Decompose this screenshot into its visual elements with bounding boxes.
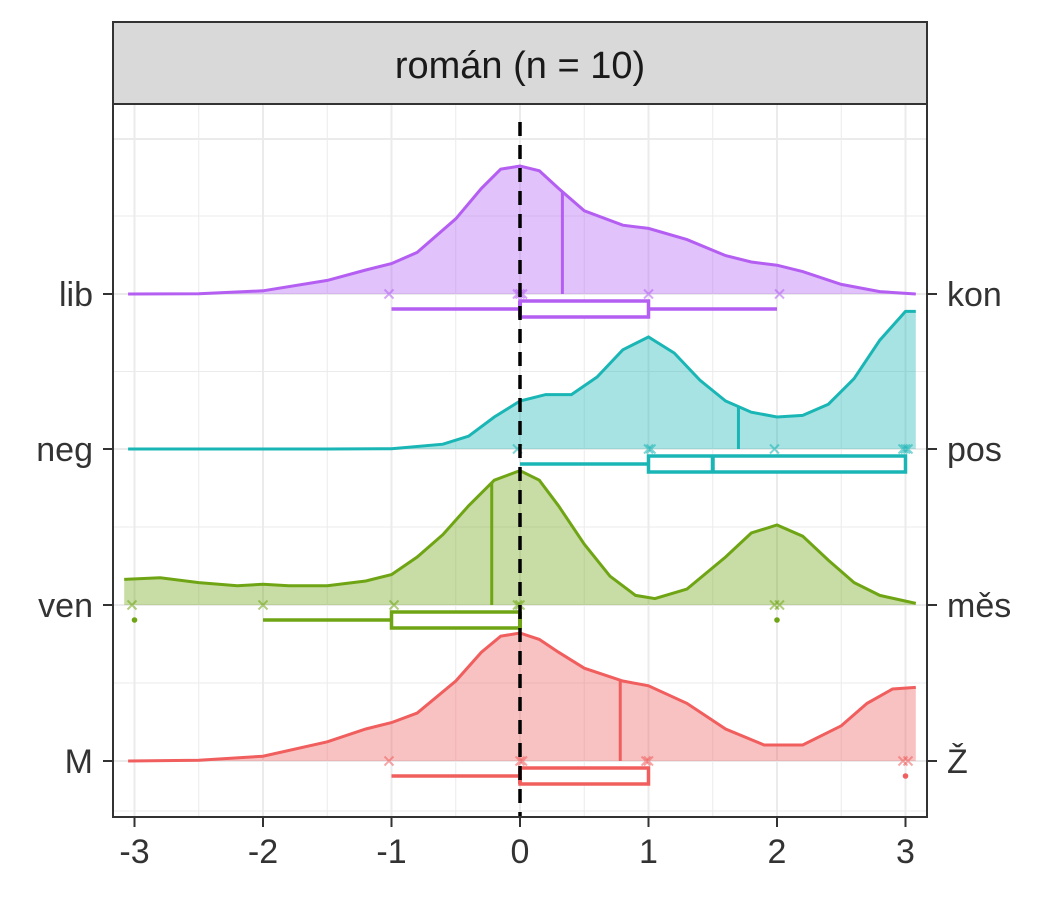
series-M bbox=[128, 631, 916, 786]
data-point bbox=[126, 599, 138, 611]
left-label-lib: lib bbox=[59, 276, 93, 314]
data-point bbox=[645, 443, 657, 455]
right-label-pos: pos bbox=[947, 431, 1002, 469]
axes: -3 -2 -1 0 1 2 3 lib kon neg pos ven měs M Ž bbox=[36, 276, 1011, 871]
left-label-ven: ven bbox=[38, 587, 93, 625]
x-tick-label: 0 bbox=[511, 833, 530, 871]
data-point bbox=[643, 443, 654, 455]
data-point bbox=[897, 443, 909, 455]
data-point bbox=[774, 288, 785, 300]
data-point bbox=[643, 755, 654, 767]
box bbox=[518, 299, 651, 319]
data-point bbox=[388, 599, 400, 611]
density-area bbox=[128, 311, 916, 449]
data-point bbox=[514, 755, 526, 767]
density-area bbox=[128, 633, 916, 761]
outlier-point bbox=[774, 617, 780, 623]
x-tick-label: 3 bbox=[896, 833, 915, 871]
data-point bbox=[383, 288, 395, 300]
box bbox=[518, 766, 651, 786]
right-label-měs: měs bbox=[947, 587, 1011, 625]
x-tick-label: -3 bbox=[119, 833, 149, 871]
data-point bbox=[643, 288, 654, 300]
x-tick-label: -2 bbox=[248, 833, 278, 871]
x-tick-label: -1 bbox=[376, 833, 406, 871]
data-point bbox=[900, 443, 911, 455]
density-curve bbox=[124, 468, 917, 605]
density-area bbox=[128, 166, 916, 294]
series-lib bbox=[128, 164, 916, 319]
density-curve bbox=[128, 631, 916, 763]
left-label-M: M bbox=[65, 743, 93, 781]
data-point bbox=[897, 755, 909, 767]
box bbox=[389, 610, 522, 630]
series-neg bbox=[128, 309, 916, 474]
x-tick-label: 1 bbox=[639, 833, 658, 871]
data-point bbox=[640, 755, 652, 767]
outlier-point bbox=[902, 773, 909, 779]
data-point bbox=[769, 443, 780, 455]
x-tick-label: 2 bbox=[768, 833, 787, 871]
data-point bbox=[383, 755, 395, 767]
strip-background bbox=[112, 21, 928, 105]
right-label-Ž: Ž bbox=[947, 743, 968, 781]
data-point bbox=[769, 599, 780, 611]
chart-title: román (n = 10) bbox=[395, 45, 645, 87]
density-curve bbox=[128, 164, 916, 296]
right-label-kon: kon bbox=[947, 276, 1002, 314]
density-curve bbox=[128, 309, 916, 451]
left-label-neg: neg bbox=[36, 431, 93, 469]
data-point bbox=[517, 755, 528, 767]
outlier-point bbox=[131, 617, 138, 623]
data-point bbox=[257, 599, 269, 611]
box bbox=[646, 454, 908, 474]
